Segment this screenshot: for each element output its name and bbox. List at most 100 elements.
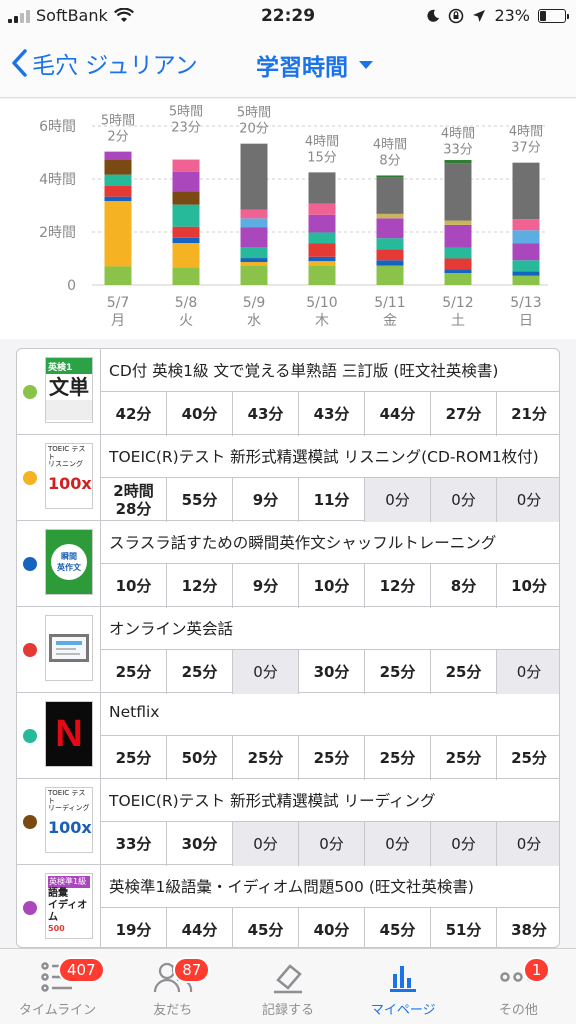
color-dot <box>23 385 37 399</box>
color-dot <box>23 643 37 657</box>
bar-segment <box>104 185 132 197</box>
bar-segment <box>376 265 404 285</box>
material-row[interactable]: TOEIC テストリスニング100x5 TOEIC(R)テスト 新形式精選模試 リ… <box>17 435 559 522</box>
bar-segment <box>240 218 268 228</box>
bar-segment <box>104 201 132 267</box>
total-label-hours: 4時間 <box>305 134 339 149</box>
signal-icon <box>8 9 30 23</box>
tab-friends[interactable]: 友だち 87 <box>115 949 230 1024</box>
time-cell: 19分 <box>101 908 167 947</box>
bar-segment <box>376 218 404 239</box>
bar-segment <box>376 213 404 219</box>
material-row[interactable]: 英検1 文単 CD付 英検1級 文で覚える単熟語 三訂版 (旺文社英検書) 42分 40… <box>17 349 559 436</box>
material-row[interactable]: 瞬間 英作文 スラスラ話すための瞬間英作文シャッフルトレーニング 10分 12分 9分 10… <box>17 521 559 608</box>
y-tick-label: 2時間 <box>39 225 76 241</box>
bar-segment <box>240 209 268 219</box>
bar-segment <box>308 256 336 262</box>
bar-segment <box>376 260 404 266</box>
time-cell: 10分 <box>511 577 547 595</box>
x-tick-weekday: 金 <box>383 313 397 329</box>
material-name: オンライン英会話 <box>109 620 234 638</box>
tab-more[interactable]: その他 1 <box>461 949 576 1024</box>
notification-badge: 407 <box>58 957 105 983</box>
material-row[interactable]: 英検準1級 語彙 イディオム 500 英検準1級語彙・イディオム問題500 (旺文社英検… <box>17 865 559 947</box>
y-tick-label: 6時間 <box>39 119 76 135</box>
time-cell: 8分 <box>431 564 497 608</box>
daily-times: 33分 30分 0分 0分 0分 0分 0分 <box>101 821 559 866</box>
time-cell: 51分 <box>431 908 497 947</box>
tab-label: 記録する <box>262 1003 315 1018</box>
back-button[interactable]: 毛穴 ジュリアン <box>10 46 198 80</box>
bar-segment <box>104 160 132 175</box>
x-tick-weekday: 木 <box>315 313 329 329</box>
notification-badge: 87 <box>173 957 211 983</box>
material-row[interactable]: N Netflix 25分 50分 25分 25分 25分 25分 25分 <box>17 693 559 780</box>
daily-times: 42分 40分 43分 43分 44分 27分 21分 <box>101 391 559 436</box>
time-cell: 27分 <box>431 392 497 436</box>
status-right: 23% <box>426 6 569 25</box>
time-cell: 0分 <box>299 822 365 866</box>
daily-times: 25分 50分 25分 25分 25分 25分 25分 <box>101 735 559 780</box>
bar-segment <box>444 258 472 270</box>
time-cell: 30分 <box>299 650 365 694</box>
material-thumb-cell <box>17 607 101 693</box>
x-tick-weekday: 火 <box>179 313 193 329</box>
book-toeic-listening: TOEIC テストリスニング100x5 <box>45 443 93 509</box>
time-cell: 42分 <box>101 392 167 436</box>
bar-segment <box>308 214 336 233</box>
tab-record[interactable]: 記録する <box>230 949 345 1024</box>
bar-segment <box>172 159 200 172</box>
time-cell: 43分 <box>233 392 299 436</box>
total-label-minutes: 37分 <box>511 141 541 156</box>
time-cell: 0分 <box>233 822 299 866</box>
time-cell: 55分 <box>167 478 233 522</box>
time-cell: 12分 <box>167 564 233 608</box>
record-icon <box>268 959 308 995</box>
bar-segment <box>240 143 268 210</box>
time-cell: 25分 <box>299 736 365 780</box>
material-row[interactable]: TOEIC テストリーディング100x5 TOEIC(R)テスト 新形式精選模試 … <box>17 779 559 866</box>
time-cell: 25分 <box>101 650 167 694</box>
x-tick-date: 5/11 <box>374 295 405 311</box>
time-cell: 40分 <box>299 908 365 947</box>
material-thumb-cell: N <box>17 693 101 779</box>
period-selector[interactable]: 学習時間 <box>256 48 374 82</box>
daily-times: 25分 25分 0分 30分 25分 25分 0分 <box>101 649 559 694</box>
bar-segment <box>172 204 200 227</box>
time-cell: 25分 <box>511 749 547 767</box>
page-title: 学習時間 <box>256 55 348 81</box>
materials-table: 英検1 文単 CD付 英検1級 文で覚える単熟語 三訂版 (旺文社英検書) 42分 40… <box>16 348 560 948</box>
netflix-logo: N <box>45 701 93 767</box>
total-label-minutes: 20分 <box>239 122 269 137</box>
time-cell: 0分 <box>365 822 431 866</box>
total-label-minutes: 23分 <box>171 120 201 135</box>
time-cell: 12分 <box>365 564 431 608</box>
material-thumb-cell: 瞬間 英作文 <box>17 521 101 607</box>
bar-segment <box>240 262 268 267</box>
y-tick-label: 0 <box>67 278 76 294</box>
status-time: 22:29 <box>260 6 316 26</box>
battery-icon <box>538 8 569 23</box>
time-cell: 10分 <box>101 564 167 608</box>
time-cell: 38分 <box>511 921 547 939</box>
x-tick-weekday: 月 <box>111 313 125 329</box>
location-icon <box>473 9 486 22</box>
material-row[interactable]: オンライン英会話 25分 25分 0分 30分 25分 25分 0分 <box>17 607 559 694</box>
mypage-icon <box>383 959 423 995</box>
bar-segment <box>172 243 200 268</box>
bar-segment <box>512 275 540 285</box>
material-name: Netflix <box>109 703 160 721</box>
material-name: TOEIC(R)テスト 新形式精選模試 リーディング <box>109 792 436 810</box>
bar-segment <box>308 266 336 285</box>
bar-segment <box>172 171 200 192</box>
color-dot <box>23 901 37 915</box>
tab-mypage[interactable]: マイページ <box>346 949 461 1024</box>
wifi-icon <box>113 7 134 22</box>
tab-timeline[interactable]: タイムライン 407 <box>0 949 115 1024</box>
bar-segment <box>512 271 540 276</box>
x-tick-weekday: 日 <box>519 313 533 329</box>
material-thumb-cell: 英検準1級 語彙 イディオム 500 <box>17 865 101 947</box>
time-cell: 45分 <box>233 908 299 947</box>
time-cell: 9分 <box>233 564 299 608</box>
bar-segment <box>104 151 132 161</box>
